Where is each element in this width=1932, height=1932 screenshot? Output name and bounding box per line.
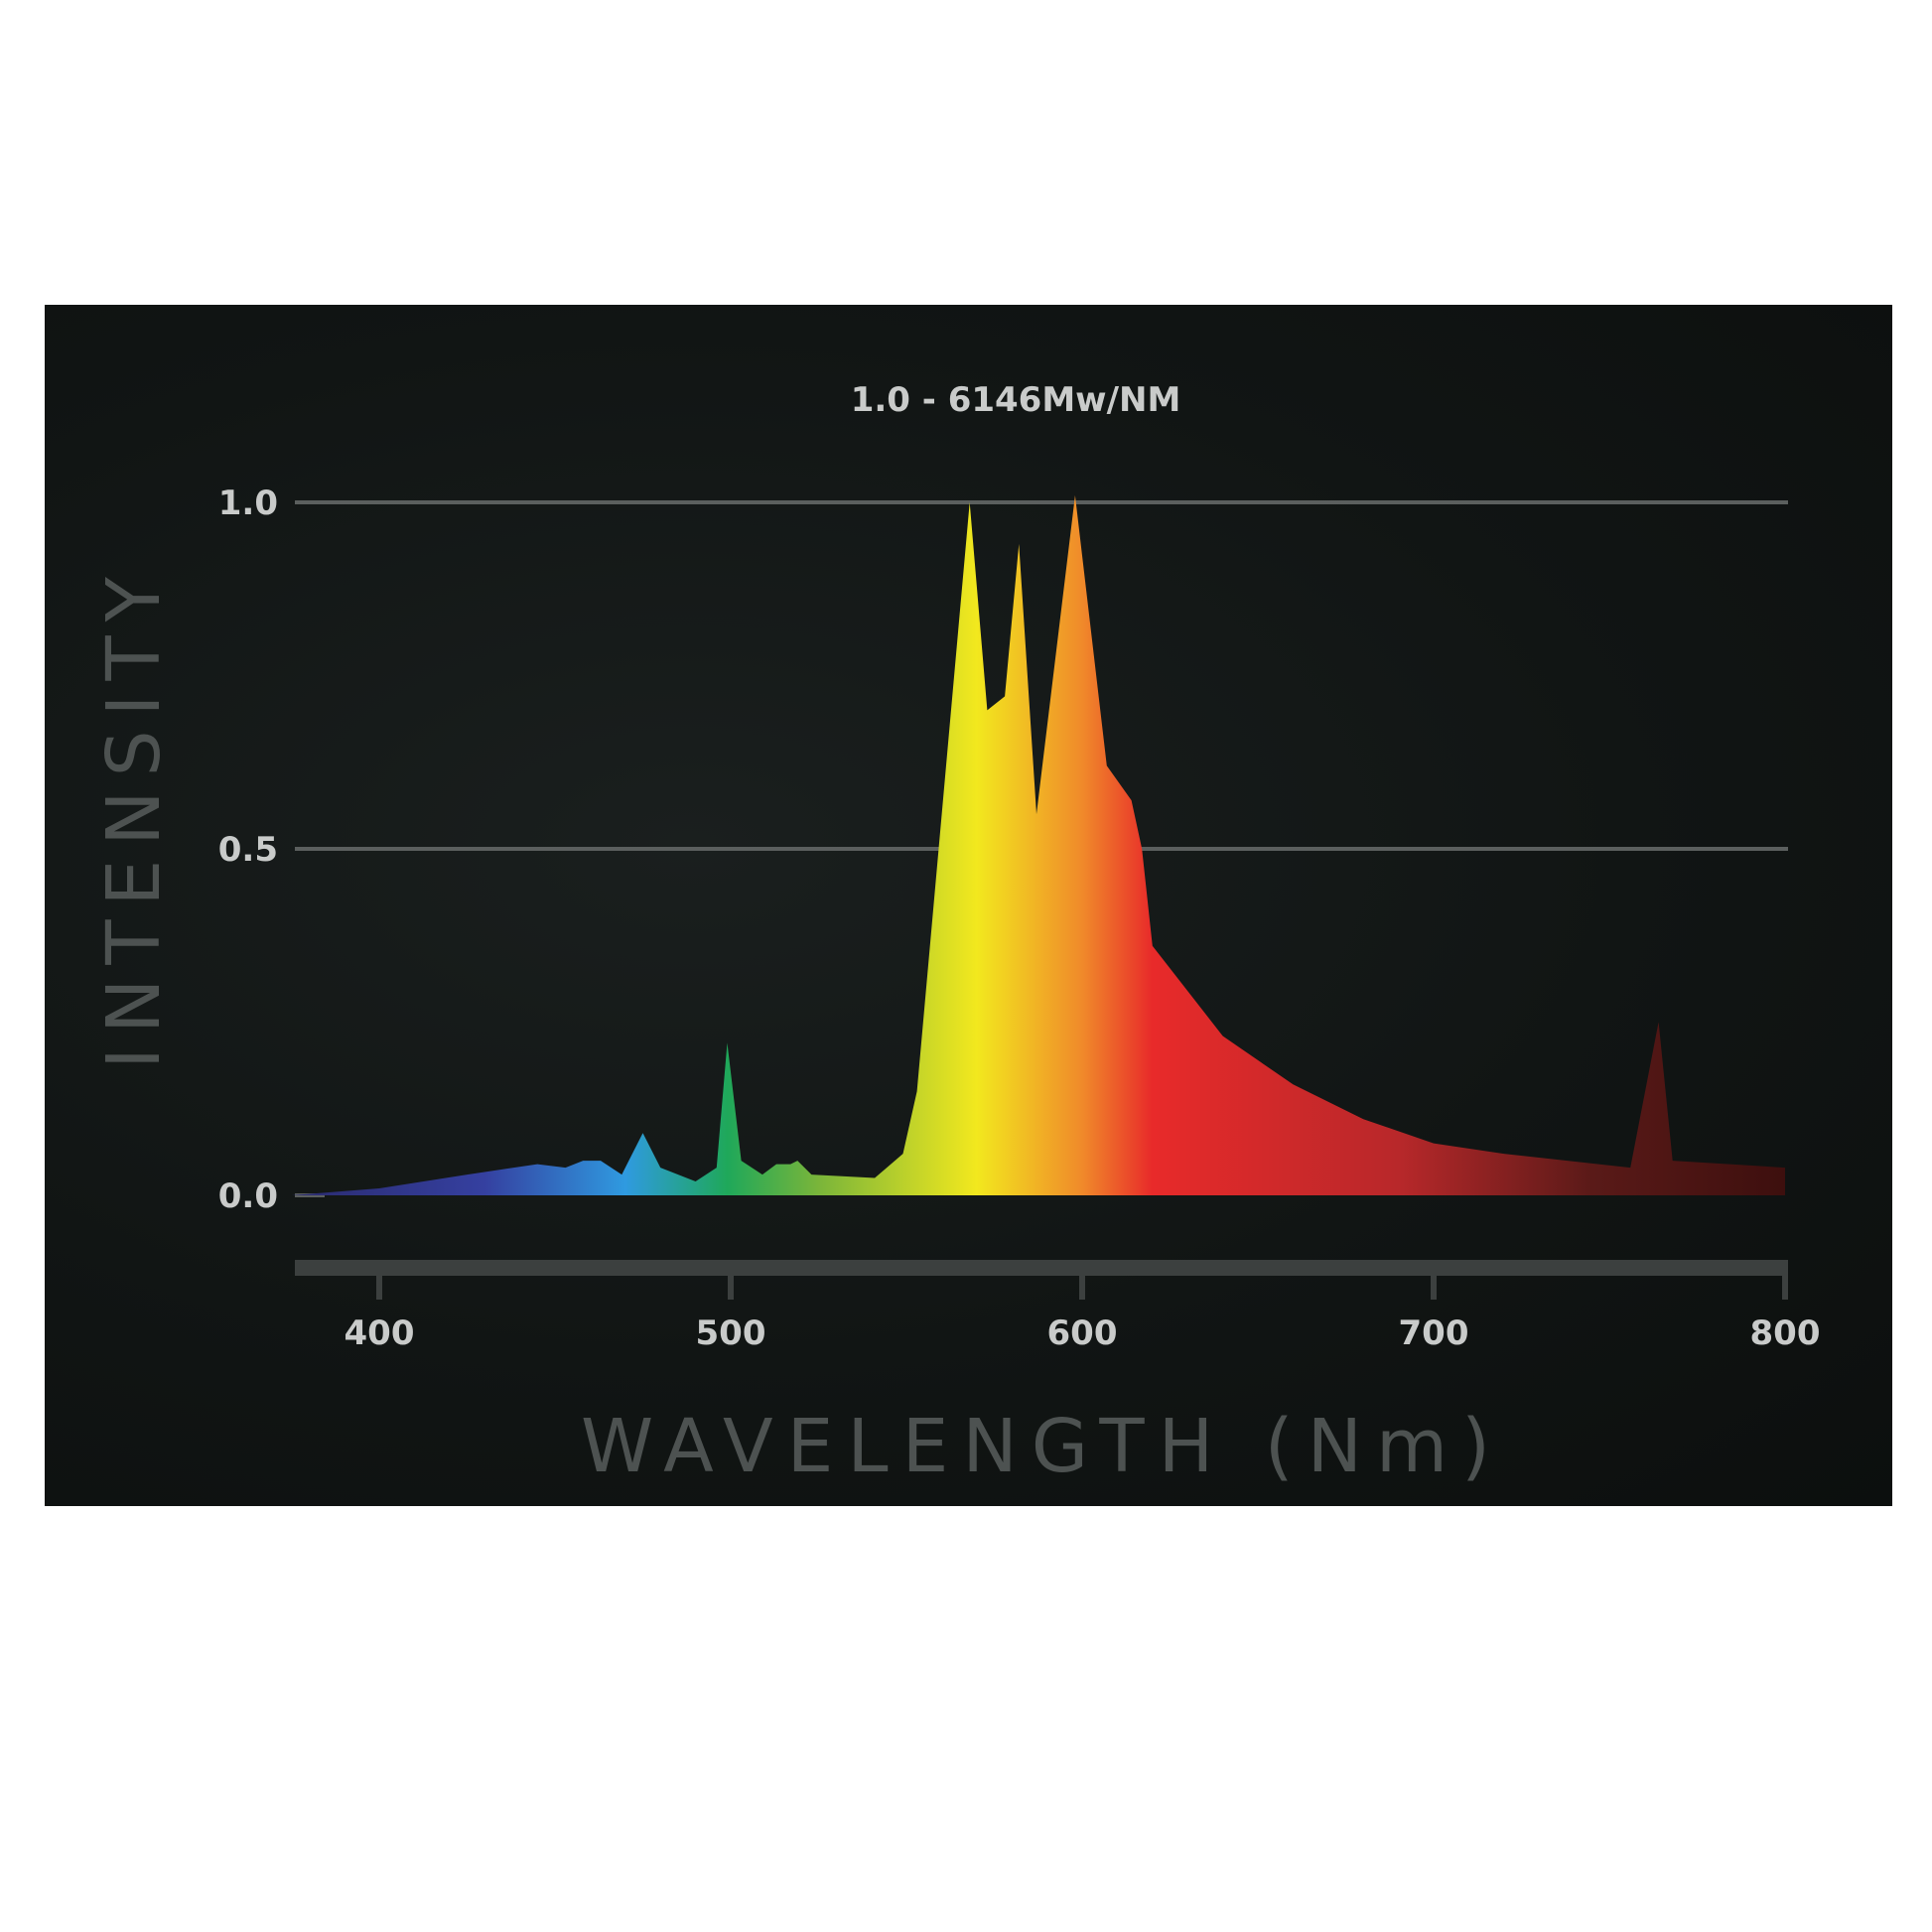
x-tick-label: 800 <box>1750 1313 1821 1353</box>
x-tick-label: 400 <box>345 1313 415 1353</box>
chart-title: 1.0 - 6146Mw/NM <box>851 380 1181 420</box>
y-tick-label: 0.5 <box>218 830 278 870</box>
axis-layer: 0.0 0.5 1.0 400 500 600 700 800 <box>218 483 1821 1353</box>
y-axis-title: INTENSITY <box>91 563 177 1069</box>
spectrum-area <box>291 495 1785 1195</box>
x-axis-title: WAVELENGTH (Nm) <box>581 1404 1504 1489</box>
x-tick-label: 700 <box>1399 1313 1469 1353</box>
chart-panel: 0.0 0.5 1.0 400 500 600 700 800 1.0 - 6146Mw/NM… <box>45 305 1892 1506</box>
x-tick-label: 600 <box>1047 1313 1118 1353</box>
spectrum-chart: 0.0 0.5 1.0 400 500 600 700 800 1.0 - 6146Mw/NM… <box>91 380 1821 1489</box>
x-axis-bar <box>295 1260 1788 1276</box>
x-tick-label: 500 <box>696 1313 766 1353</box>
y-tick-label: 1.0 <box>218 483 278 523</box>
y-tick-label: 0.0 <box>218 1176 278 1216</box>
